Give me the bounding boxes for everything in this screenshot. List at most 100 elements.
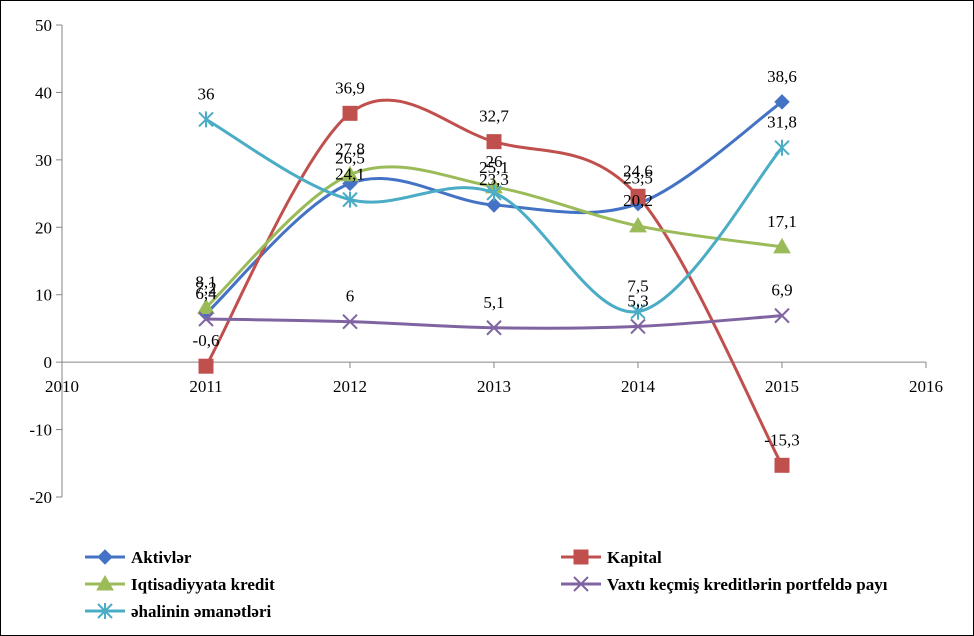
- data-point-marker: [630, 303, 646, 320]
- data-label: -0,6: [193, 331, 220, 350]
- data-label: 24,1: [335, 165, 365, 184]
- legend-marker-shape: [96, 574, 114, 591]
- y-tick-label: 10: [35, 286, 52, 305]
- data-point-marker-shape: [630, 318, 646, 335]
- series-group: [197, 94, 791, 473]
- legend-marker: [97, 603, 113, 619]
- legend-item: Kapital: [561, 548, 662, 567]
- data-label: 26: [486, 152, 503, 171]
- data-point-marker: [486, 197, 502, 213]
- data-point-marker: [342, 313, 358, 330]
- legend-item: Vaxtı keçmiş kreditlərin portfeldə payı: [561, 575, 888, 594]
- series-line: [205, 314, 783, 330]
- data-label: 38,6: [767, 67, 797, 86]
- legend-label: Vaxtı keçmiş kreditlərin portfeldə payı: [607, 575, 888, 594]
- data-point-marker-shape: [198, 111, 214, 128]
- x-tick-label: 2013: [477, 377, 511, 396]
- series-0: [198, 94, 790, 322]
- data-point-marker-shape: [342, 105, 358, 121]
- data-point-marker-shape: [630, 188, 646, 204]
- data-point-marker: [197, 298, 215, 315]
- data-point-marker-shape: [198, 358, 214, 374]
- data-point-marker: [342, 191, 358, 208]
- data-label: 20,2: [623, 191, 653, 210]
- data-label: 7,5: [627, 277, 648, 296]
- data-point-marker: [630, 318, 646, 335]
- data-point-marker: [198, 311, 214, 327]
- data-point-marker: [486, 184, 502, 201]
- data-label: 32,7: [479, 107, 509, 126]
- y-tick-label: 0: [44, 353, 53, 372]
- data-label: 17,1: [767, 212, 797, 231]
- data-point-marker-shape: [342, 191, 358, 208]
- data-point-marker-shape: [197, 298, 215, 315]
- data-point-marker: [774, 457, 790, 473]
- x-tick-label: 2010: [45, 377, 79, 396]
- data-point-marker-shape: [341, 165, 359, 182]
- data-label: 27,8: [335, 140, 365, 159]
- series-line: [205, 118, 784, 314]
- series-4: [198, 111, 790, 320]
- legend-marker-shape: [97, 603, 113, 619]
- data-label: 6,4: [195, 284, 217, 303]
- data-point-marker-shape: [629, 216, 647, 233]
- data-point-marker-shape: [774, 94, 790, 110]
- data-point-marker-shape: [342, 313, 358, 330]
- data-point-marker-shape: [486, 184, 502, 201]
- data-point-marker: [774, 139, 790, 156]
- data-point-marker-shape: [774, 307, 790, 324]
- data-labels-group: 7,2 26,5 23,3 23,5 38,6 -0,6 36,9 32,7 24,6 -15,3…: [193, 67, 800, 449]
- data-point-marker: [486, 320, 502, 336]
- legend-item: Aktivlər: [85, 548, 192, 567]
- data-point-marker: [773, 237, 791, 254]
- data-label: 6: [346, 287, 355, 306]
- legend-marker: [573, 549, 589, 565]
- legend-label: Iqtisadiyyata kredit: [131, 575, 275, 594]
- data-point-marker: [774, 307, 790, 324]
- y-tick-label: 30: [35, 151, 52, 170]
- data-label: -15,3: [764, 430, 799, 449]
- y-tick-label: -20: [29, 488, 52, 507]
- data-label: 26,5: [335, 148, 365, 167]
- x-tick-label: 2014: [621, 377, 656, 396]
- legend-label: Aktivlər: [131, 548, 192, 567]
- data-point-marker: [630, 188, 646, 204]
- data-point-marker: [341, 165, 359, 182]
- series-3: [198, 307, 790, 336]
- axes: -20 -10 0 10 20 30 40 50 2010 2011 2012 2013 2014 201…: [29, 16, 943, 507]
- data-point-marker-shape: [486, 197, 502, 213]
- legend: Aktivlər Kapital Iqtisadiyyata kredit Vaxtı…: [85, 548, 888, 621]
- data-point-marker-shape: [774, 139, 790, 156]
- legend-marker: [97, 549, 113, 565]
- legend-marker-shape: [573, 576, 589, 592]
- x-tick-label: 2015: [765, 377, 799, 396]
- x-tick-label: 2016: [909, 377, 943, 396]
- legend-item: Iqtisadiyyata kredit: [85, 574, 275, 594]
- data-label: 36: [198, 84, 215, 103]
- legend-item: əhalinin əmanətləri: [85, 602, 272, 621]
- data-point-marker: [198, 111, 214, 128]
- data-label: 23,5: [623, 169, 653, 188]
- data-label: 23,3: [479, 170, 509, 189]
- data-label: 36,9: [335, 78, 365, 97]
- legend-label: əhalinin əmanətləri: [131, 602, 272, 621]
- data-point-marker-shape: [486, 134, 502, 150]
- legend-label: Kapital: [607, 548, 662, 567]
- data-label: 5,1: [483, 293, 504, 312]
- y-tick-label: -10: [29, 421, 52, 440]
- y-tick-label: 40: [35, 83, 52, 102]
- data-label: 8,1: [195, 273, 216, 292]
- data-point-marker: [774, 94, 790, 110]
- legend-marker: [573, 576, 589, 592]
- data-point-marker: [629, 216, 647, 233]
- y-tick-label: 50: [35, 16, 52, 35]
- legend-marker: [96, 574, 114, 591]
- data-point-marker: [486, 134, 502, 150]
- data-label: 25,1: [479, 158, 509, 177]
- legend-marker-shape: [97, 549, 113, 565]
- x-tick-label: 2012: [333, 377, 367, 396]
- data-point-marker-shape: [198, 311, 214, 327]
- series-1: [198, 98, 790, 473]
